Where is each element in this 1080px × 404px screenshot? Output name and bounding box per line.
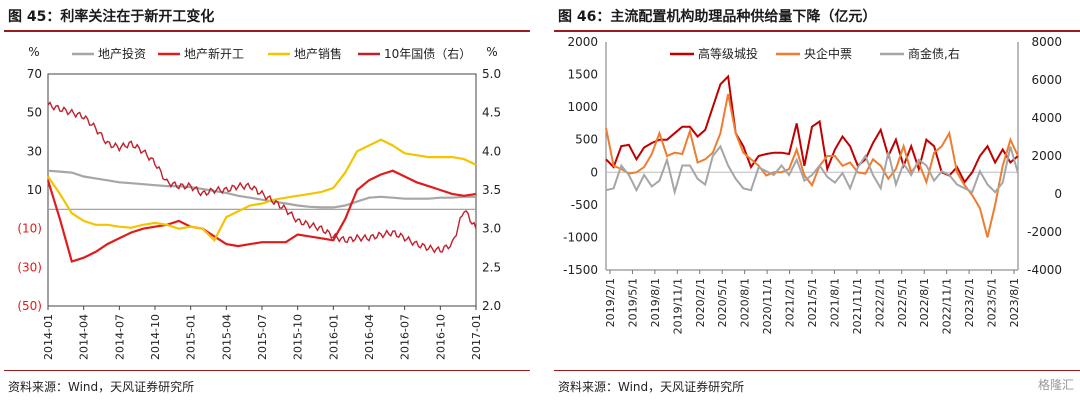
- x-tick-label: 2019/8/1: [649, 278, 662, 327]
- x-tick-label: 2020/8/1: [739, 278, 752, 327]
- title-divider: [554, 30, 1080, 32]
- series-line-2: [47, 138, 477, 243]
- legend-label: 央企中票: [804, 46, 852, 61]
- y2-tick-label: 2.5: [482, 260, 501, 274]
- x-tick-label: 2014-01: [42, 314, 55, 360]
- y-tick-label: 30: [27, 144, 42, 158]
- legend-label: 地产投资: [98, 46, 146, 61]
- x-tick-label: 2021/8/1: [828, 278, 841, 327]
- x-tick-label: 2020/11/1: [761, 278, 774, 334]
- figure-title: 图 46：主流配置机构助理品种供给量下降（亿元）: [558, 9, 877, 25]
- x-tick-label: 2016-07: [399, 314, 412, 360]
- y-tick-label: -1000: [563, 230, 598, 244]
- right-unit-label: %: [486, 45, 497, 59]
- series-line-3: [47, 101, 477, 254]
- x-tick-label: 2014-10: [149, 314, 162, 360]
- legend-label: 地产销售: [294, 46, 342, 61]
- source-note: 资料来源：Wind，天风证券研究所: [8, 380, 195, 394]
- y2-tick-label: 5.0: [482, 67, 501, 81]
- source-divider: [4, 370, 530, 371]
- x-tick-label: 2016-04: [363, 314, 376, 360]
- y2-tick-label: -4000: [1027, 263, 1062, 277]
- y2-tick-label: 8000: [1031, 35, 1062, 49]
- x-tick-label: 2022/5/1: [896, 278, 909, 327]
- x-tick-label: 2014-07: [113, 314, 126, 360]
- chart-45: % % 70 50 30 10 (10) (30) (50) 5.0 4.5 4.0 3.5 3.0 2.5…: [17, 45, 501, 360]
- y-tick-label: 70: [27, 67, 42, 81]
- x-tick-label: 2020/5/1: [716, 278, 729, 327]
- x-tick-label: 2015-01: [185, 314, 198, 360]
- y2-tick-label: 0: [1054, 187, 1062, 201]
- x-tick-label: 2023/8/1: [1008, 278, 1021, 327]
- y2-tick-label: 2000: [1031, 149, 1062, 163]
- x-tick-label: 2015-04: [220, 314, 233, 360]
- y-tick-label: (10): [17, 222, 42, 236]
- x-tick-label: 2016-10: [434, 314, 447, 360]
- y2-tick-label: -2000: [1027, 225, 1062, 239]
- figure-title: 图 45：利率关注在于新开工变化: [8, 9, 215, 25]
- y-tick-label: 0: [590, 165, 598, 179]
- x-tick-label: 2021/5/1: [806, 278, 819, 327]
- watermark-logo: 格隆汇: [1037, 378, 1074, 392]
- source-divider: [554, 370, 1080, 371]
- y2-tick-label: 3.0: [482, 222, 501, 236]
- y2-tick-label: 3.5: [482, 183, 501, 197]
- legend-label: 高等级城投: [698, 46, 758, 61]
- figure-46: 图 46：主流配置机构助理品种供给量下降（亿元） 2000 1500 1000 500…: [550, 0, 1080, 404]
- x-tick-label: 2020/2/1: [694, 278, 707, 327]
- x-tick-label: 2022/2/1: [873, 278, 886, 327]
- x-tick-label: 2019/2/1: [604, 278, 617, 327]
- figure-45: 图 45：利率关注在于新开工变化 %% 70 50 30 10 (10) (30) (50) 5…: [0, 0, 530, 404]
- x-tick-label: 2021/2/1: [784, 278, 797, 327]
- x-tick-label: 2022/8/1: [918, 278, 931, 327]
- y-tick-label: 50: [27, 106, 42, 120]
- y-tick-label: (50): [17, 299, 42, 313]
- series-line-2: [605, 144, 1019, 197]
- y-tick-label: -500: [571, 198, 598, 212]
- x-tick-label: 2014-04: [78, 314, 91, 360]
- x-tick-label: 2022/11/1: [941, 278, 954, 334]
- legend-label: 商金债,右: [908, 46, 960, 61]
- left-unit-label: %: [28, 45, 39, 59]
- y-tick-label: 1500: [567, 68, 598, 82]
- source-note: 资料来源：Wind，天风证券研究所: [558, 380, 745, 394]
- y-tick-label: 10: [27, 183, 42, 197]
- title-divider: [4, 30, 530, 32]
- x-tick-label: 2023/5/1: [986, 278, 999, 327]
- x-tick-label: 2021/11/1: [851, 278, 864, 334]
- y-tick-label: 500: [575, 133, 598, 147]
- y-tick-label: 1000: [567, 100, 598, 114]
- legend-label: 10年国债（右）: [384, 46, 471, 61]
- y-tick-label: 2000: [567, 35, 598, 49]
- x-tick-label: 2019/11/1: [671, 278, 684, 334]
- series-line-1: [605, 93, 1019, 238]
- y2-tick-label: 4.0: [482, 144, 501, 158]
- x-tick-label: 2016-01: [327, 314, 340, 360]
- y-tick-label: (30): [17, 260, 42, 274]
- x-tick-label: 2023/2/1: [963, 278, 976, 327]
- x-tick-label: 2019/5/1: [626, 278, 639, 327]
- series-line-1: [46, 169, 477, 263]
- y2-tick-label: 6000: [1031, 73, 1062, 87]
- x-tick-label: 2015-10: [292, 314, 305, 360]
- x-tick-label: 2017-01: [470, 314, 483, 360]
- legend-label: 地产新开工: [184, 46, 244, 61]
- y2-tick-label: 4000: [1031, 111, 1062, 125]
- y2-tick-label: 2.0: [482, 299, 501, 313]
- y2-tick-label: 4.5: [482, 106, 501, 120]
- chart-46: 2000 1500 1000 500 0 -500 -1000 -1500 8000 6000 40…: [563, 35, 1062, 334]
- series-line-0: [47, 169, 476, 209]
- y-tick-label: -1500: [563, 263, 598, 277]
- x-tick-label: 2015-07: [256, 314, 269, 360]
